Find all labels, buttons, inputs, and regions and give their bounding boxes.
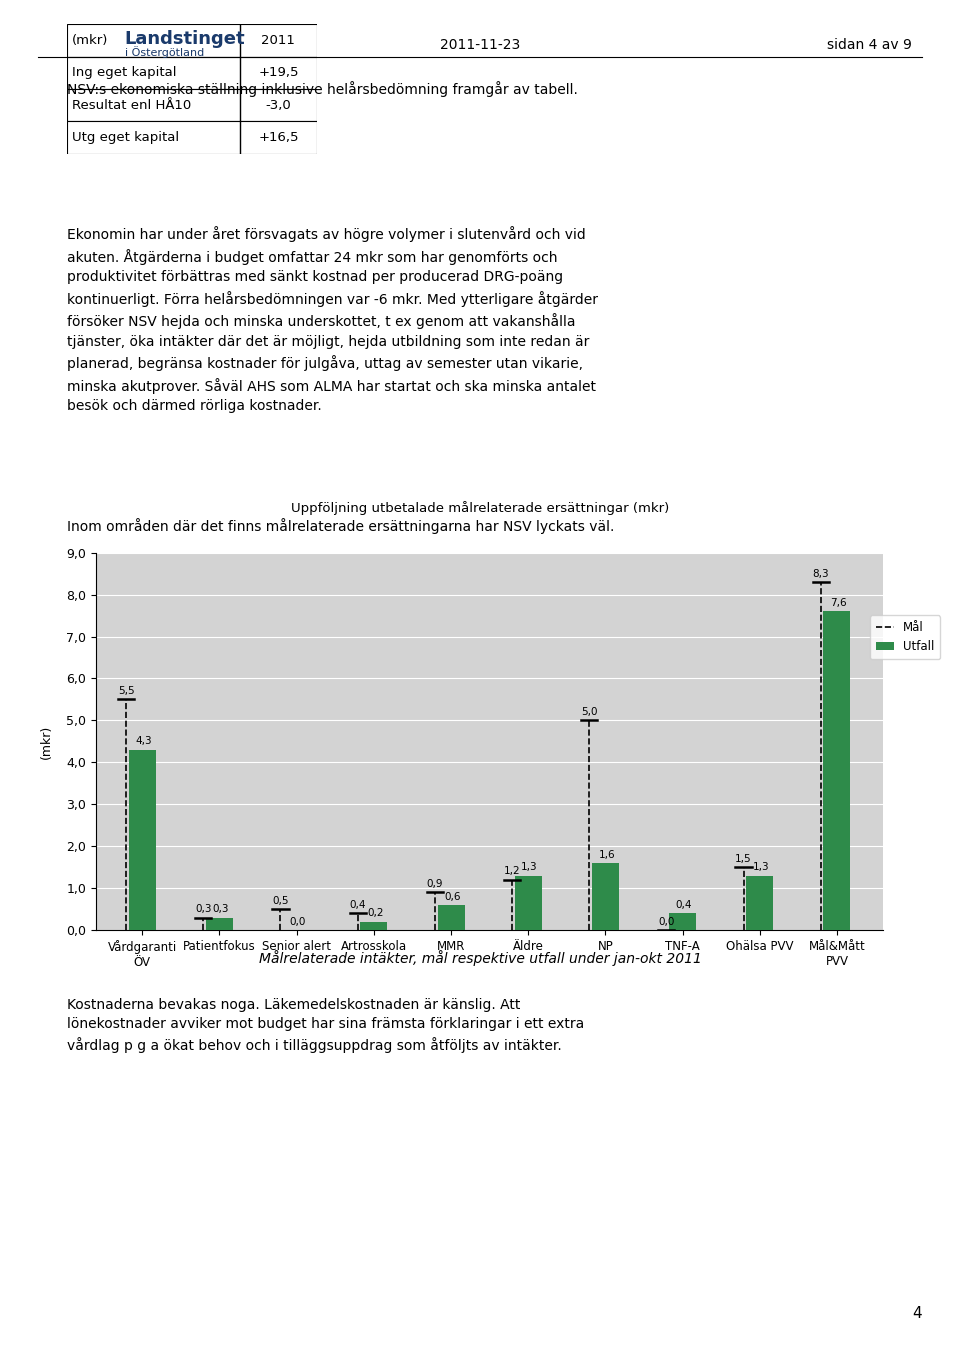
Text: 1,5: 1,5	[735, 853, 752, 864]
Text: 1,6: 1,6	[598, 849, 615, 860]
Text: Landstinget: Landstinget	[125, 30, 246, 47]
Text: 0,0: 0,0	[290, 917, 306, 927]
Text: 7,6: 7,6	[830, 599, 847, 608]
Text: Inom områden där det finns målrelaterade ersättningarna har NSV lyckats väl.: Inom områden där det finns målrelaterade…	[67, 518, 614, 534]
Bar	[67, 57, 317, 89]
Text: 0,4: 0,4	[676, 900, 692, 910]
Text: (mkr): (mkr)	[72, 34, 108, 47]
Text: 0,5: 0,5	[273, 896, 289, 906]
Text: 2011-11-23: 2011-11-23	[440, 38, 520, 51]
Text: +16,5: +16,5	[258, 131, 299, 144]
Text: 0,9: 0,9	[426, 879, 444, 890]
Text: i Östergötland: i Östergötland	[125, 46, 204, 58]
Bar	[129, 749, 156, 930]
Bar	[824, 612, 851, 930]
Bar	[669, 914, 696, 930]
Text: NSV:s ekonomiska ställning inklusive helårsbedömning framgår av tabell.: NSV:s ekonomiska ställning inklusive hel…	[67, 81, 578, 97]
Bar	[67, 121, 317, 154]
Text: 0,4: 0,4	[349, 900, 366, 910]
Bar	[746, 876, 773, 930]
Text: Målrelaterade intäkter, mål respektive utfall under jan-okt 2011: Målrelaterade intäkter, mål respektive u…	[258, 950, 702, 967]
Text: 5,5: 5,5	[118, 686, 134, 696]
Text: 0,3: 0,3	[195, 905, 211, 914]
Text: 1,3: 1,3	[521, 863, 538, 872]
Text: Resultat enl HÅ10: Resultat enl HÅ10	[72, 98, 191, 112]
Text: 1,2: 1,2	[504, 867, 520, 876]
Text: Kostnaderna bevakas noga. Läkemedelskostnaden är känslig. Att
lönekostnader avvi: Kostnaderna bevakas noga. Läkemedelskost…	[67, 998, 585, 1053]
Text: Uppföljning utbetalade målrelaterade ersättningar (mkr): Uppföljning utbetalade målrelaterade ers…	[291, 501, 669, 515]
Text: Ekonomin har under året försvagats av högre volymer i slutenvård och vid
akuten.: Ekonomin har under året försvagats av hö…	[67, 226, 598, 412]
Text: 0,0: 0,0	[659, 917, 675, 927]
Text: 0,2: 0,2	[367, 909, 383, 918]
Text: 4,3: 4,3	[135, 736, 152, 747]
Text: 2011: 2011	[261, 34, 296, 47]
Text: 4: 4	[912, 1306, 922, 1321]
Bar	[360, 922, 387, 930]
Y-axis label: (mkr): (mkr)	[39, 724, 53, 759]
Bar	[515, 876, 541, 930]
Text: 5,0: 5,0	[581, 708, 597, 717]
Bar	[67, 89, 317, 121]
Text: Ing eget kapital: Ing eget kapital	[72, 66, 177, 80]
Legend: Mål, Utfall: Mål, Utfall	[870, 615, 940, 659]
Text: +19,5: +19,5	[258, 66, 299, 80]
Text: -3,0: -3,0	[266, 98, 291, 112]
Bar	[438, 905, 465, 930]
Text: 8,3: 8,3	[812, 569, 829, 578]
Bar	[206, 918, 233, 930]
Bar	[67, 24, 317, 57]
Text: sidan 4 av 9: sidan 4 av 9	[828, 38, 912, 51]
Text: 0,3: 0,3	[212, 905, 229, 914]
Text: 0,6: 0,6	[444, 891, 461, 902]
Text: Utg eget kapital: Utg eget kapital	[72, 131, 180, 144]
Text: 1,3: 1,3	[753, 863, 769, 872]
Bar	[592, 863, 619, 930]
